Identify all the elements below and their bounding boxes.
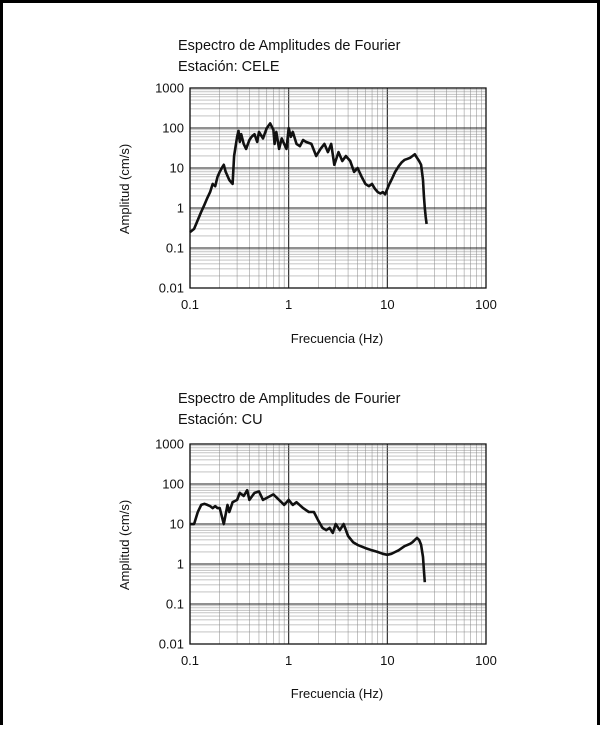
x-axis-label: Frecuencia (Hz) [291, 331, 383, 346]
figure-canvas: Espectro de Amplitudes de Fourier Estaci… [117, 38, 497, 701]
y-axis-label: Amplitud (cm/s) [117, 500, 132, 590]
x-tick-label: 100 [475, 297, 497, 312]
x-axis-label: Frecuencia (Hz) [291, 686, 383, 701]
y-tick-label: 0.1 [166, 241, 184, 256]
y-tick-label: 100 [162, 121, 184, 136]
chart-title: Espectro de Amplitudes de Fourier [178, 38, 401, 54]
plot-border [189, 443, 487, 645]
y-tick-label: 100 [162, 477, 184, 492]
plot-border [189, 87, 487, 289]
chart-title: Espectro de Amplitudes de Fourier [178, 391, 401, 407]
y-tick-labels: 1000 100 10 1 0.1 0.01 [155, 81, 184, 296]
plot-grid [189, 444, 486, 645]
x-tick-labels: 0.1 1 10 100 [181, 297, 497, 312]
x-tick-label: 1 [285, 653, 292, 668]
chart-subtitle: Estación: CU [178, 412, 263, 428]
chart-cele: Espectro de Amplitudes de Fourier Estaci… [117, 38, 497, 346]
y-tick-label: 0.01 [159, 281, 184, 296]
y-tick-label: 1 [177, 201, 184, 216]
x-tick-label: 0.1 [181, 297, 199, 312]
y-tick-label: 10 [170, 517, 184, 532]
series-line [189, 122, 428, 234]
y-tick-label: 10 [170, 161, 184, 176]
x-tick-labels: 0.1 1 10 100 [181, 653, 497, 668]
y-tick-label: 0.1 [166, 597, 184, 612]
x-tick-label: 1 [285, 297, 292, 312]
chart-cu: Espectro de Amplitudes de Fourier Estaci… [117, 391, 497, 701]
y-tick-labels: 1000 100 10 1 0.1 0.01 [155, 437, 184, 652]
y-tick-label: 1000 [155, 81, 184, 96]
y-tick-label: 1 [177, 557, 184, 572]
y-tick-label: 0.01 [159, 637, 184, 652]
x-tick-label: 10 [380, 653, 394, 668]
y-tick-label: 1000 [155, 437, 184, 452]
x-tick-label: 100 [475, 653, 497, 668]
y-axis-label: Amplitud (cm/s) [117, 144, 132, 234]
x-tick-label: 10 [380, 297, 394, 312]
x-tick-label: 0.1 [181, 653, 199, 668]
plot-grid [189, 88, 486, 289]
series-line [190, 488, 427, 583]
chart-subtitle: Estación: CELE [178, 59, 280, 75]
